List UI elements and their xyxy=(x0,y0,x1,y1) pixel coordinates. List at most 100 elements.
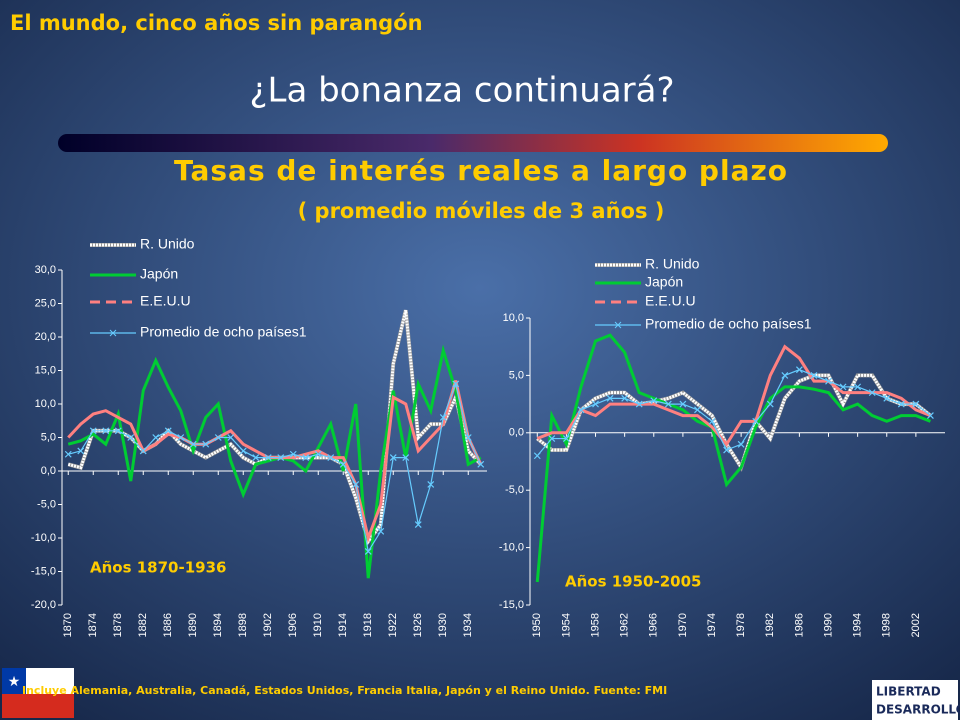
legend-label: R. Unido xyxy=(140,236,195,252)
x-tick-label: 1954 xyxy=(560,613,572,637)
y-tick-label: 15,0 xyxy=(35,364,56,376)
series-marker xyxy=(606,394,614,402)
series-marker xyxy=(264,454,272,462)
series-marker xyxy=(912,400,920,408)
x-tick-label: 1894 xyxy=(212,613,224,637)
series-marker xyxy=(89,427,97,435)
series-marker xyxy=(239,447,247,455)
legend-marker xyxy=(614,321,622,329)
legend-label: Promedio de ocho países1 xyxy=(140,324,307,340)
annotation: Años 1950-2005 xyxy=(565,573,701,591)
y-tick-label: -20,0 xyxy=(31,599,56,611)
series-marker xyxy=(883,394,891,402)
legend-label: R. Unido xyxy=(645,256,700,272)
chart-subtitle: ( promedio móviles de 3 años ) xyxy=(298,199,665,223)
legend-label: Japón xyxy=(645,274,683,290)
x-tick-label: 1950 xyxy=(531,613,543,637)
series-marker xyxy=(314,450,322,458)
series-marker xyxy=(664,400,672,408)
series-marker xyxy=(389,454,397,462)
series-marker xyxy=(152,434,160,441)
logo-text: LIBERTAD xyxy=(876,685,941,699)
y-tick-label: -15,0 xyxy=(499,599,524,611)
series-marker xyxy=(177,434,185,441)
title: ¿La bonanza continuará? xyxy=(249,71,674,111)
x-tick-label: 1898 xyxy=(237,613,249,637)
y-tick-label: 0,0 xyxy=(41,465,56,477)
series-marker xyxy=(708,417,716,425)
x-tick-label: 1902 xyxy=(262,613,274,637)
series-marker xyxy=(548,435,556,442)
x-tick-label: 1962 xyxy=(619,613,631,637)
y-tick-label: 10,0 xyxy=(35,398,56,410)
x-tick-label: 1990 xyxy=(822,613,834,637)
x-tick-label: 1978 xyxy=(735,613,747,637)
series-marker xyxy=(202,440,210,448)
series-marker xyxy=(452,380,460,388)
series-marker xyxy=(839,383,847,391)
x-tick-label: 2002 xyxy=(910,613,922,637)
series-marker xyxy=(164,427,172,435)
series-marker xyxy=(377,527,385,535)
series-marker xyxy=(414,521,422,529)
y-tick-label: 5,0 xyxy=(41,431,56,443)
series-marker xyxy=(723,446,731,454)
series-marker xyxy=(277,454,285,462)
x-tick-label: 1970 xyxy=(677,613,689,637)
x-tick-label: 1930 xyxy=(437,613,449,637)
title-bar xyxy=(58,134,888,152)
series-marker xyxy=(766,400,774,408)
y-tick-label: 10,0 xyxy=(503,312,524,324)
x-tick-label: 1890 xyxy=(187,613,199,637)
series-marker xyxy=(781,371,789,379)
logo: LIBERTAD DESARROLLO xyxy=(872,680,960,720)
legend-label: E.E.U.U xyxy=(140,293,191,309)
legend-label: Japón xyxy=(140,266,178,282)
series-marker xyxy=(868,389,876,397)
series-marker xyxy=(854,383,862,391)
series-marker xyxy=(139,447,147,455)
legend-marker xyxy=(109,329,117,337)
series-marker xyxy=(592,400,599,408)
series-marker xyxy=(189,440,197,448)
series-marker xyxy=(621,394,629,402)
series-marker xyxy=(694,406,701,414)
y-tick-label: -5,0 xyxy=(505,484,524,496)
y-tick-label: 30,0 xyxy=(35,264,56,276)
x-tick-label: 1934 xyxy=(462,613,474,637)
series-marker xyxy=(339,460,347,468)
y-tick-label: -5,0 xyxy=(37,498,56,510)
series-line xyxy=(536,373,932,471)
x-tick-label: 1914 xyxy=(337,613,349,637)
logo-text: DESARROLLO xyxy=(876,703,960,717)
y-tick-label: 5,0 xyxy=(509,369,524,381)
y-tick-label: 0,0 xyxy=(509,427,524,439)
series-marker xyxy=(533,452,541,460)
x-tick-label: 1874 xyxy=(87,613,99,637)
series-line xyxy=(536,369,931,457)
series-marker xyxy=(427,480,435,488)
series-marker xyxy=(737,440,745,448)
y-tick-label: 20,0 xyxy=(35,331,56,343)
x-tick-label: 1922 xyxy=(387,613,399,637)
legend-label: Promedio de ocho países1 xyxy=(645,316,812,332)
series-marker xyxy=(402,454,410,462)
series-marker xyxy=(635,400,643,408)
footnote: Incluye Alemania, Australia, Canadá, Est… xyxy=(22,684,667,697)
series-marker xyxy=(477,460,485,468)
series-marker xyxy=(464,434,472,441)
series-marker xyxy=(897,400,905,408)
flag: ★ xyxy=(2,668,74,718)
x-tick-label: 1974 xyxy=(706,613,718,637)
series-line xyxy=(535,333,931,583)
series-marker xyxy=(77,447,85,455)
chart-title: Tasas de interés reales a largo plazo xyxy=(174,154,788,187)
series-marker xyxy=(577,406,585,414)
series-marker xyxy=(114,427,122,435)
x-tick-label: 1958 xyxy=(589,613,601,637)
x-tick-label: 1882 xyxy=(137,613,149,637)
x-tick-label: 1998 xyxy=(881,613,893,637)
series-marker xyxy=(679,400,687,408)
x-tick-label: 1870 xyxy=(62,613,74,637)
legend-label: E.E.U.U xyxy=(645,293,696,309)
